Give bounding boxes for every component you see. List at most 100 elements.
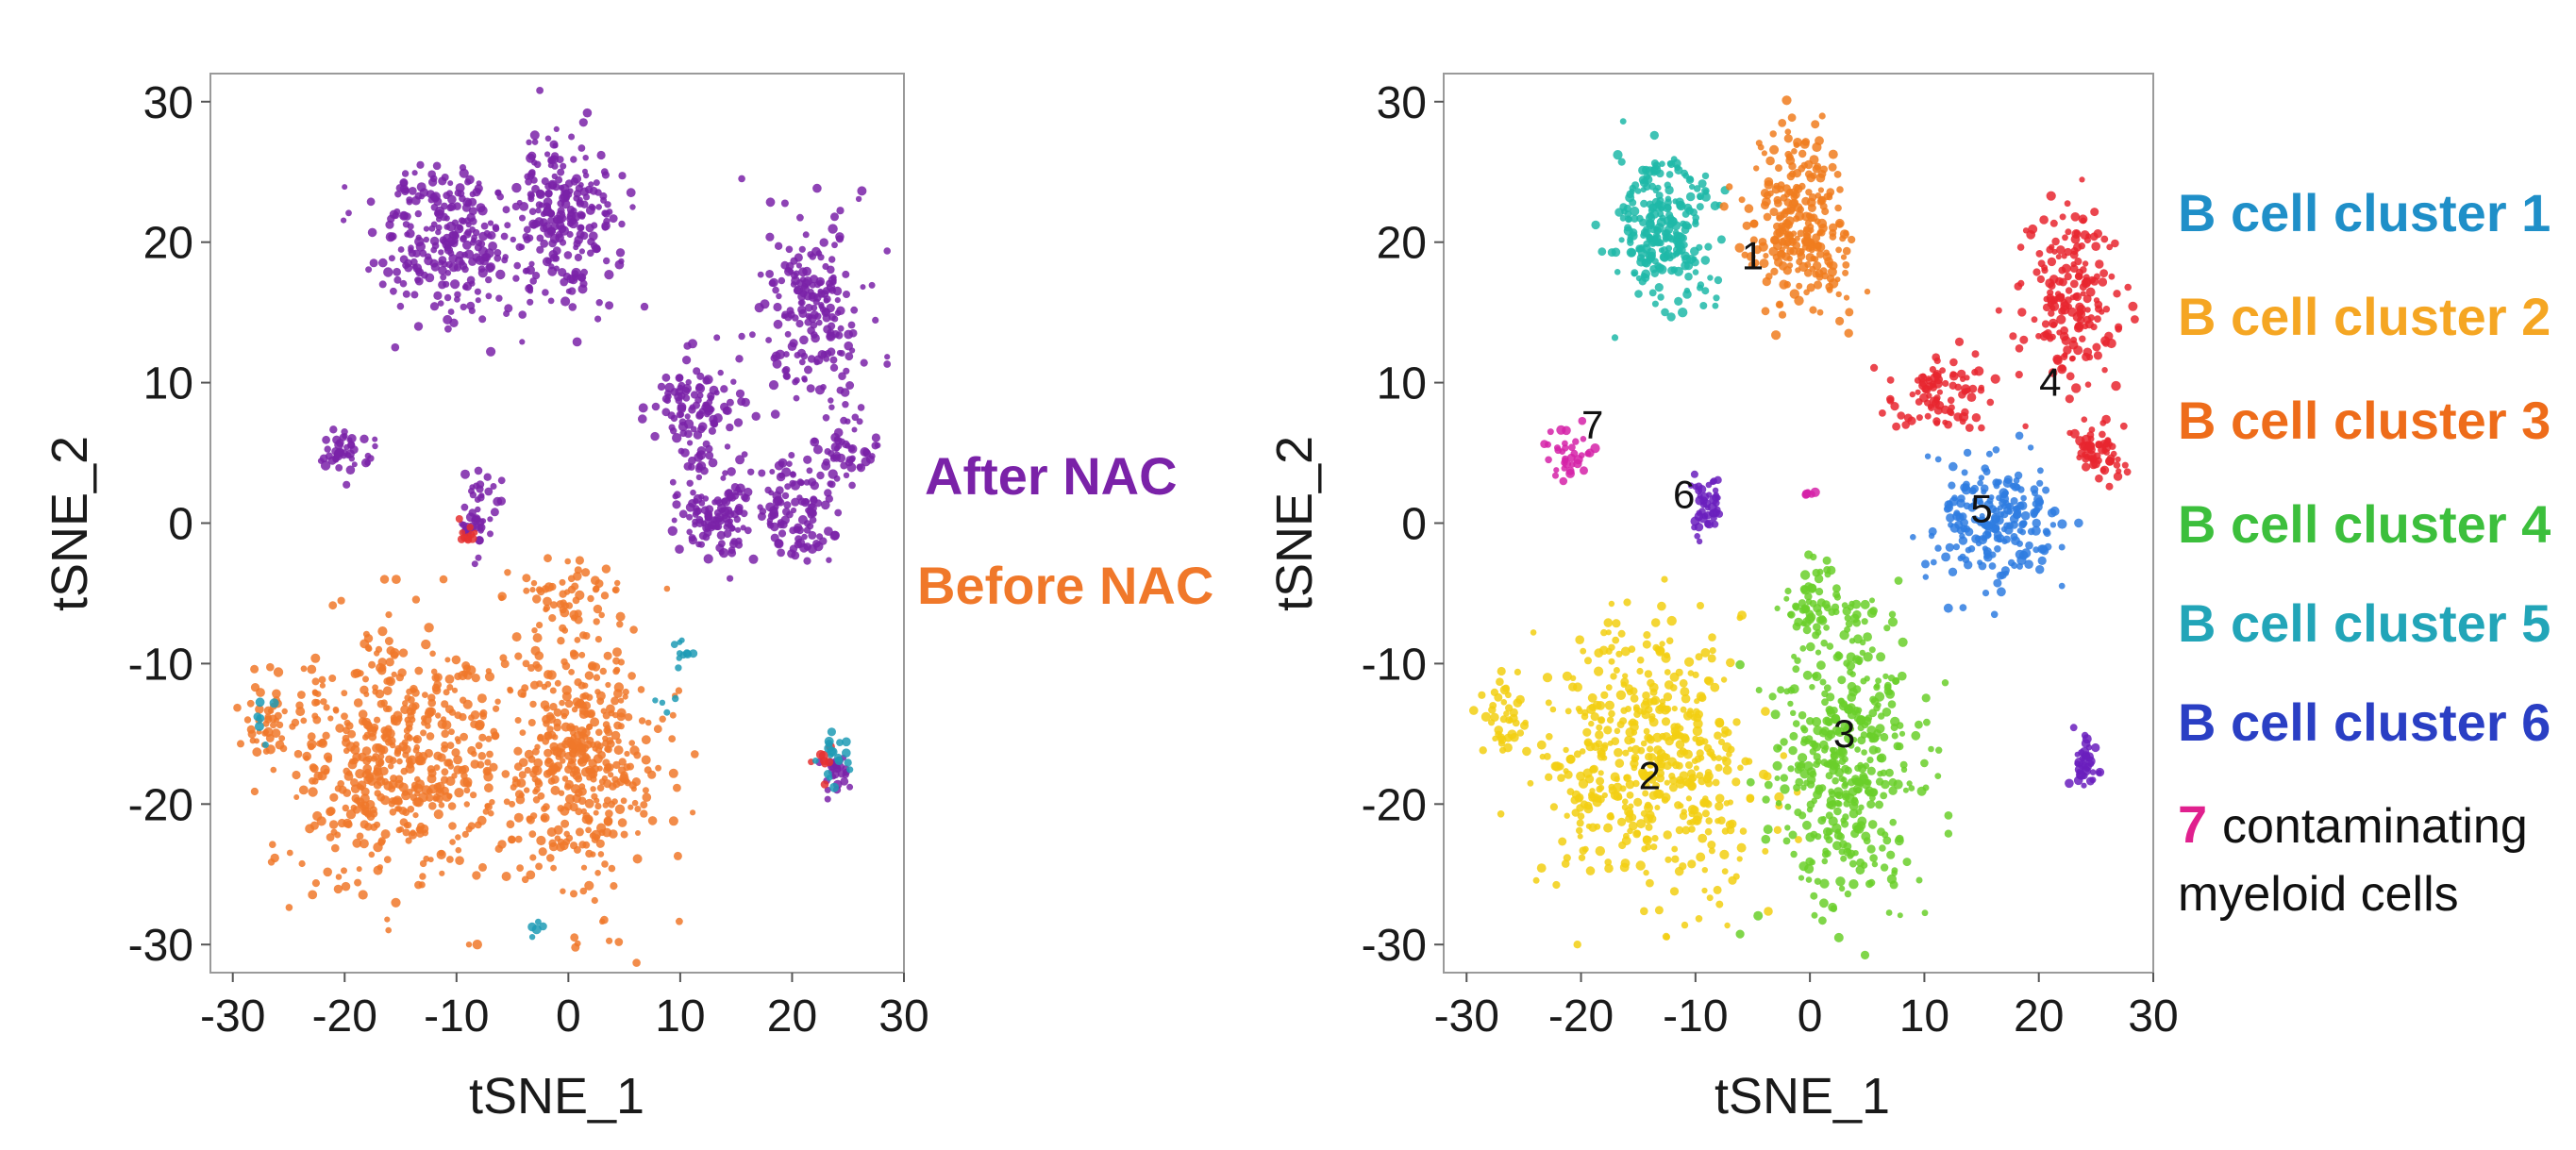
point <box>522 233 530 241</box>
point <box>1971 350 1980 358</box>
point <box>1852 655 1862 664</box>
point <box>2070 234 2081 244</box>
point <box>806 467 813 475</box>
point <box>421 715 427 722</box>
point <box>1995 307 2002 314</box>
point <box>441 768 449 776</box>
point <box>590 717 600 727</box>
point <box>1640 199 1648 208</box>
point <box>2051 237 2060 246</box>
point <box>532 594 542 604</box>
point <box>1640 771 1650 781</box>
point <box>861 457 871 467</box>
point <box>2060 353 2068 360</box>
point <box>1897 411 1905 420</box>
point <box>1561 859 1570 868</box>
point <box>1722 742 1732 753</box>
point <box>842 748 851 758</box>
point <box>826 557 832 563</box>
point <box>1788 830 1798 840</box>
point <box>824 350 832 358</box>
point <box>298 785 309 795</box>
point <box>720 507 730 517</box>
point <box>801 533 808 541</box>
point <box>1867 820 1878 829</box>
point <box>594 315 602 323</box>
point <box>414 880 423 890</box>
point <box>432 161 442 171</box>
point <box>1804 261 1812 268</box>
point <box>364 452 372 459</box>
point <box>738 175 745 183</box>
point <box>1803 491 1810 498</box>
point <box>388 233 395 242</box>
point <box>803 455 812 464</box>
point <box>2124 283 2132 292</box>
point <box>1794 808 1802 817</box>
point <box>672 433 682 443</box>
point <box>1712 778 1720 787</box>
point <box>1715 763 1723 772</box>
point <box>601 775 609 782</box>
point <box>469 226 476 233</box>
point <box>1836 186 1844 193</box>
point <box>1838 758 1847 765</box>
point <box>703 554 713 564</box>
point <box>1617 158 1626 166</box>
point <box>1827 730 1833 737</box>
point <box>1848 859 1857 868</box>
point <box>1822 556 1832 565</box>
point <box>848 481 856 490</box>
point <box>851 426 858 433</box>
point <box>547 181 558 191</box>
point <box>514 835 523 843</box>
point <box>804 365 812 375</box>
point <box>657 382 666 392</box>
point <box>427 698 437 708</box>
point <box>848 456 856 463</box>
point <box>1704 242 1713 251</box>
point <box>730 378 737 385</box>
point <box>676 650 683 657</box>
point <box>790 281 797 288</box>
point <box>1864 288 1871 295</box>
point <box>780 199 789 208</box>
point <box>475 742 483 750</box>
point <box>465 825 473 833</box>
point <box>857 186 867 196</box>
point <box>1771 330 1781 341</box>
point <box>255 705 264 714</box>
point <box>1898 671 1907 681</box>
series-cluster-orange <box>1719 95 1871 341</box>
point <box>576 230 585 240</box>
point <box>1978 475 1985 481</box>
point <box>455 856 464 865</box>
point <box>2084 307 2091 313</box>
point <box>233 703 242 712</box>
point <box>497 592 507 601</box>
point <box>1890 716 1900 727</box>
point <box>363 692 370 697</box>
point <box>460 503 469 511</box>
point <box>377 747 386 755</box>
y-tick-label: 20 <box>1377 219 1427 269</box>
point <box>1960 375 1966 382</box>
point <box>600 168 609 176</box>
point <box>1954 383 1962 392</box>
scatter-points <box>1469 95 2139 960</box>
point <box>570 890 577 898</box>
point <box>477 693 487 704</box>
point <box>1840 855 1848 862</box>
point <box>856 418 863 425</box>
point <box>2119 422 2128 430</box>
point <box>821 460 831 471</box>
point <box>581 568 591 577</box>
point <box>2015 344 2024 353</box>
point <box>1816 308 1824 316</box>
point <box>1667 757 1678 767</box>
point <box>1586 704 1597 715</box>
point <box>399 279 408 288</box>
point <box>1736 842 1747 853</box>
point <box>418 792 428 803</box>
